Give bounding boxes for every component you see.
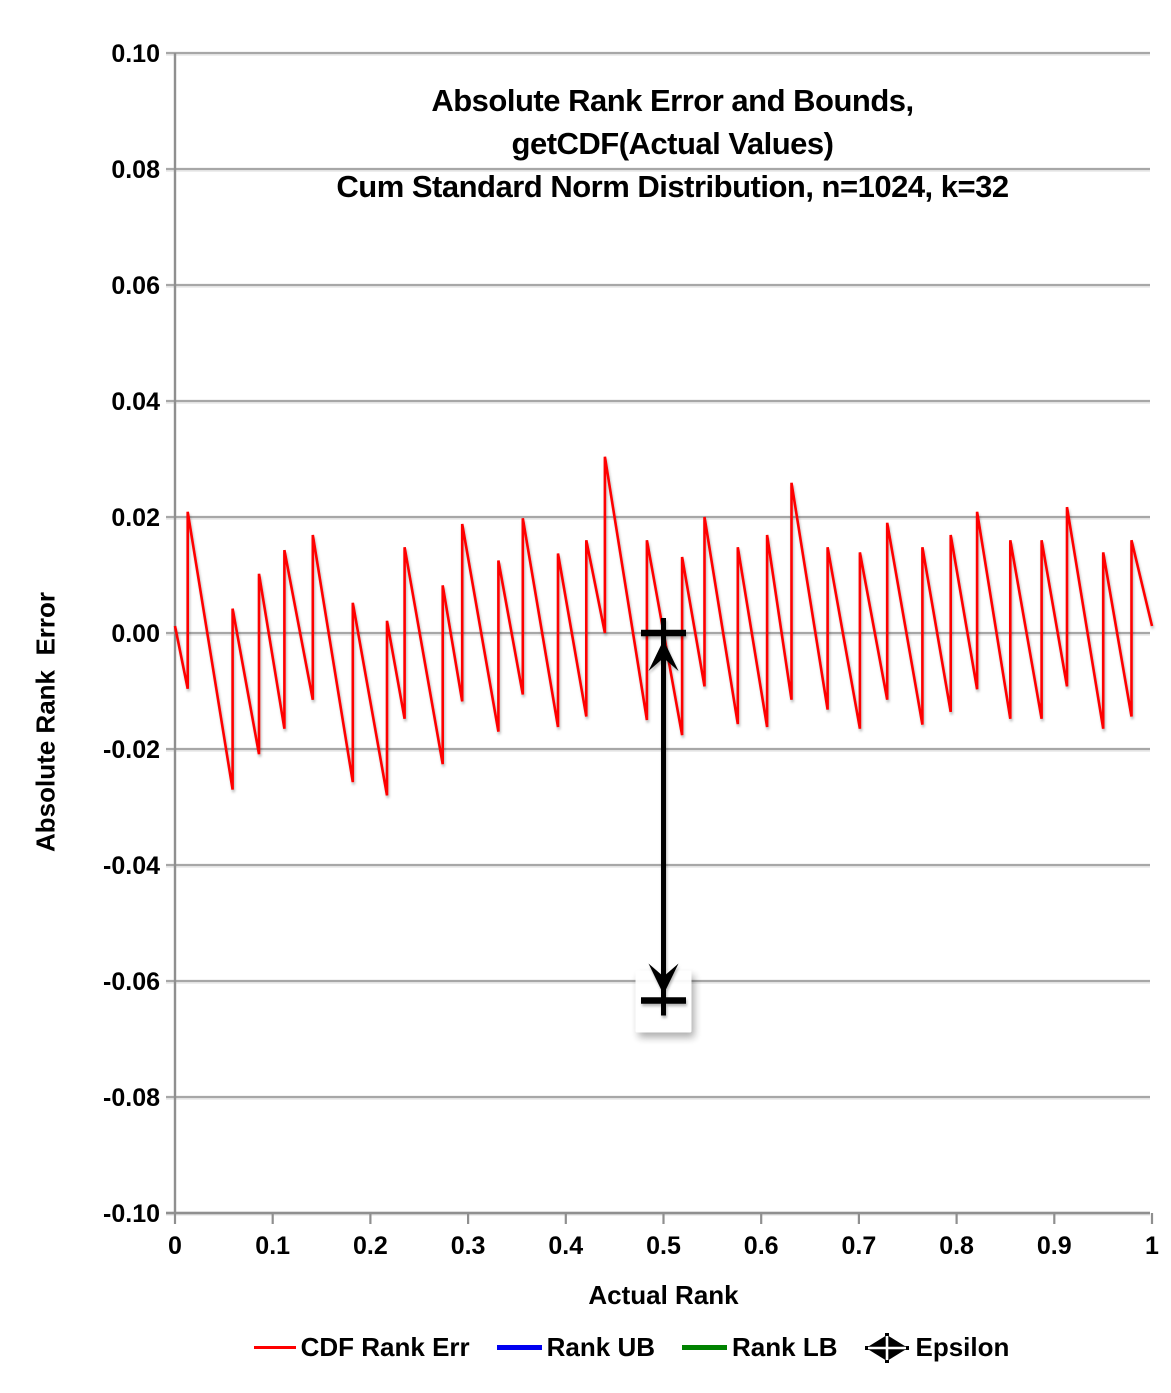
chart-title: Absolute Rank Error and Bounds, getCDF(A… xyxy=(180,79,1165,208)
chart-title-line-2: getCDF(Actual Values) xyxy=(511,126,834,161)
y-tick-label-0.10: 0.10 xyxy=(111,40,160,68)
y-tick-label-0.04: 0.04 xyxy=(111,388,160,416)
legend-item-rank-lb: Rank LB xyxy=(682,1332,837,1363)
y-tick-label--0.02: -0.02 xyxy=(103,736,160,764)
y-tick-label--0.04: -0.04 xyxy=(103,852,160,880)
x-tick-label-0.4: 0.4 xyxy=(548,1232,584,1260)
legend-label-epsilon: Epsilon xyxy=(915,1332,1010,1362)
y-tick-label-0.08: 0.08 xyxy=(111,156,160,184)
y-tick-label-0.02: 0.02 xyxy=(111,504,160,532)
y-tick-label--0.08: -0.08 xyxy=(103,1084,160,1112)
y-tick-label-0.06: 0.06 xyxy=(111,272,160,300)
x-tick-label-0.3: 0.3 xyxy=(450,1232,486,1260)
green-line-icon xyxy=(682,1345,728,1350)
legend: CDF Rank Err Rank UB Rank LB Epsilon xyxy=(46,1332,1171,1363)
x-tick-label-0: 0 xyxy=(168,1232,182,1260)
chart-title-line-3: Cum Standard Norm Distribution, n=1024, … xyxy=(336,169,1009,204)
epsilon-marker-icon xyxy=(865,1332,910,1363)
legend-item-cdf-rank-err: CDF Rank Err xyxy=(253,1332,470,1363)
x-tick-label-0.6: 0.6 xyxy=(743,1232,779,1260)
legend-item-epsilon: Epsilon xyxy=(864,1332,1009,1363)
x-tick-label-0.7: 0.7 xyxy=(841,1232,877,1260)
chart-title-line-1: Absolute Rank Error and Bounds, xyxy=(431,83,914,118)
x-tick-label-0.9: 0.9 xyxy=(1036,1232,1072,1260)
x-tick-label-0.2: 0.2 xyxy=(353,1232,388,1260)
x-tick-label-0.1: 0.1 xyxy=(255,1232,291,1260)
x-tick-label-0.8: 0.8 xyxy=(939,1232,974,1260)
legend-label-rank-ub: Rank UB xyxy=(546,1332,656,1362)
y-tick-label--0.06: -0.06 xyxy=(103,968,160,996)
x-axis-title: Actual Rank xyxy=(588,1280,739,1310)
epsilon-arrow xyxy=(641,618,686,1016)
legend-label-rank-lb: Rank LB xyxy=(732,1332,838,1362)
legend-label-cdf-rank-err: CDF Rank Err xyxy=(300,1332,470,1362)
legend-item-rank-ub: Rank UB xyxy=(496,1332,656,1363)
x-tick-label-1: 1 xyxy=(1145,1232,1159,1260)
red-line-icon xyxy=(253,1346,296,1349)
x-tick-label-0.5: 0.5 xyxy=(646,1232,681,1260)
y-tick-label-0.00: 0.00 xyxy=(111,620,160,648)
blue-line-icon xyxy=(496,1345,542,1350)
y-tick-label--0.10: -0.10 xyxy=(103,1200,160,1228)
